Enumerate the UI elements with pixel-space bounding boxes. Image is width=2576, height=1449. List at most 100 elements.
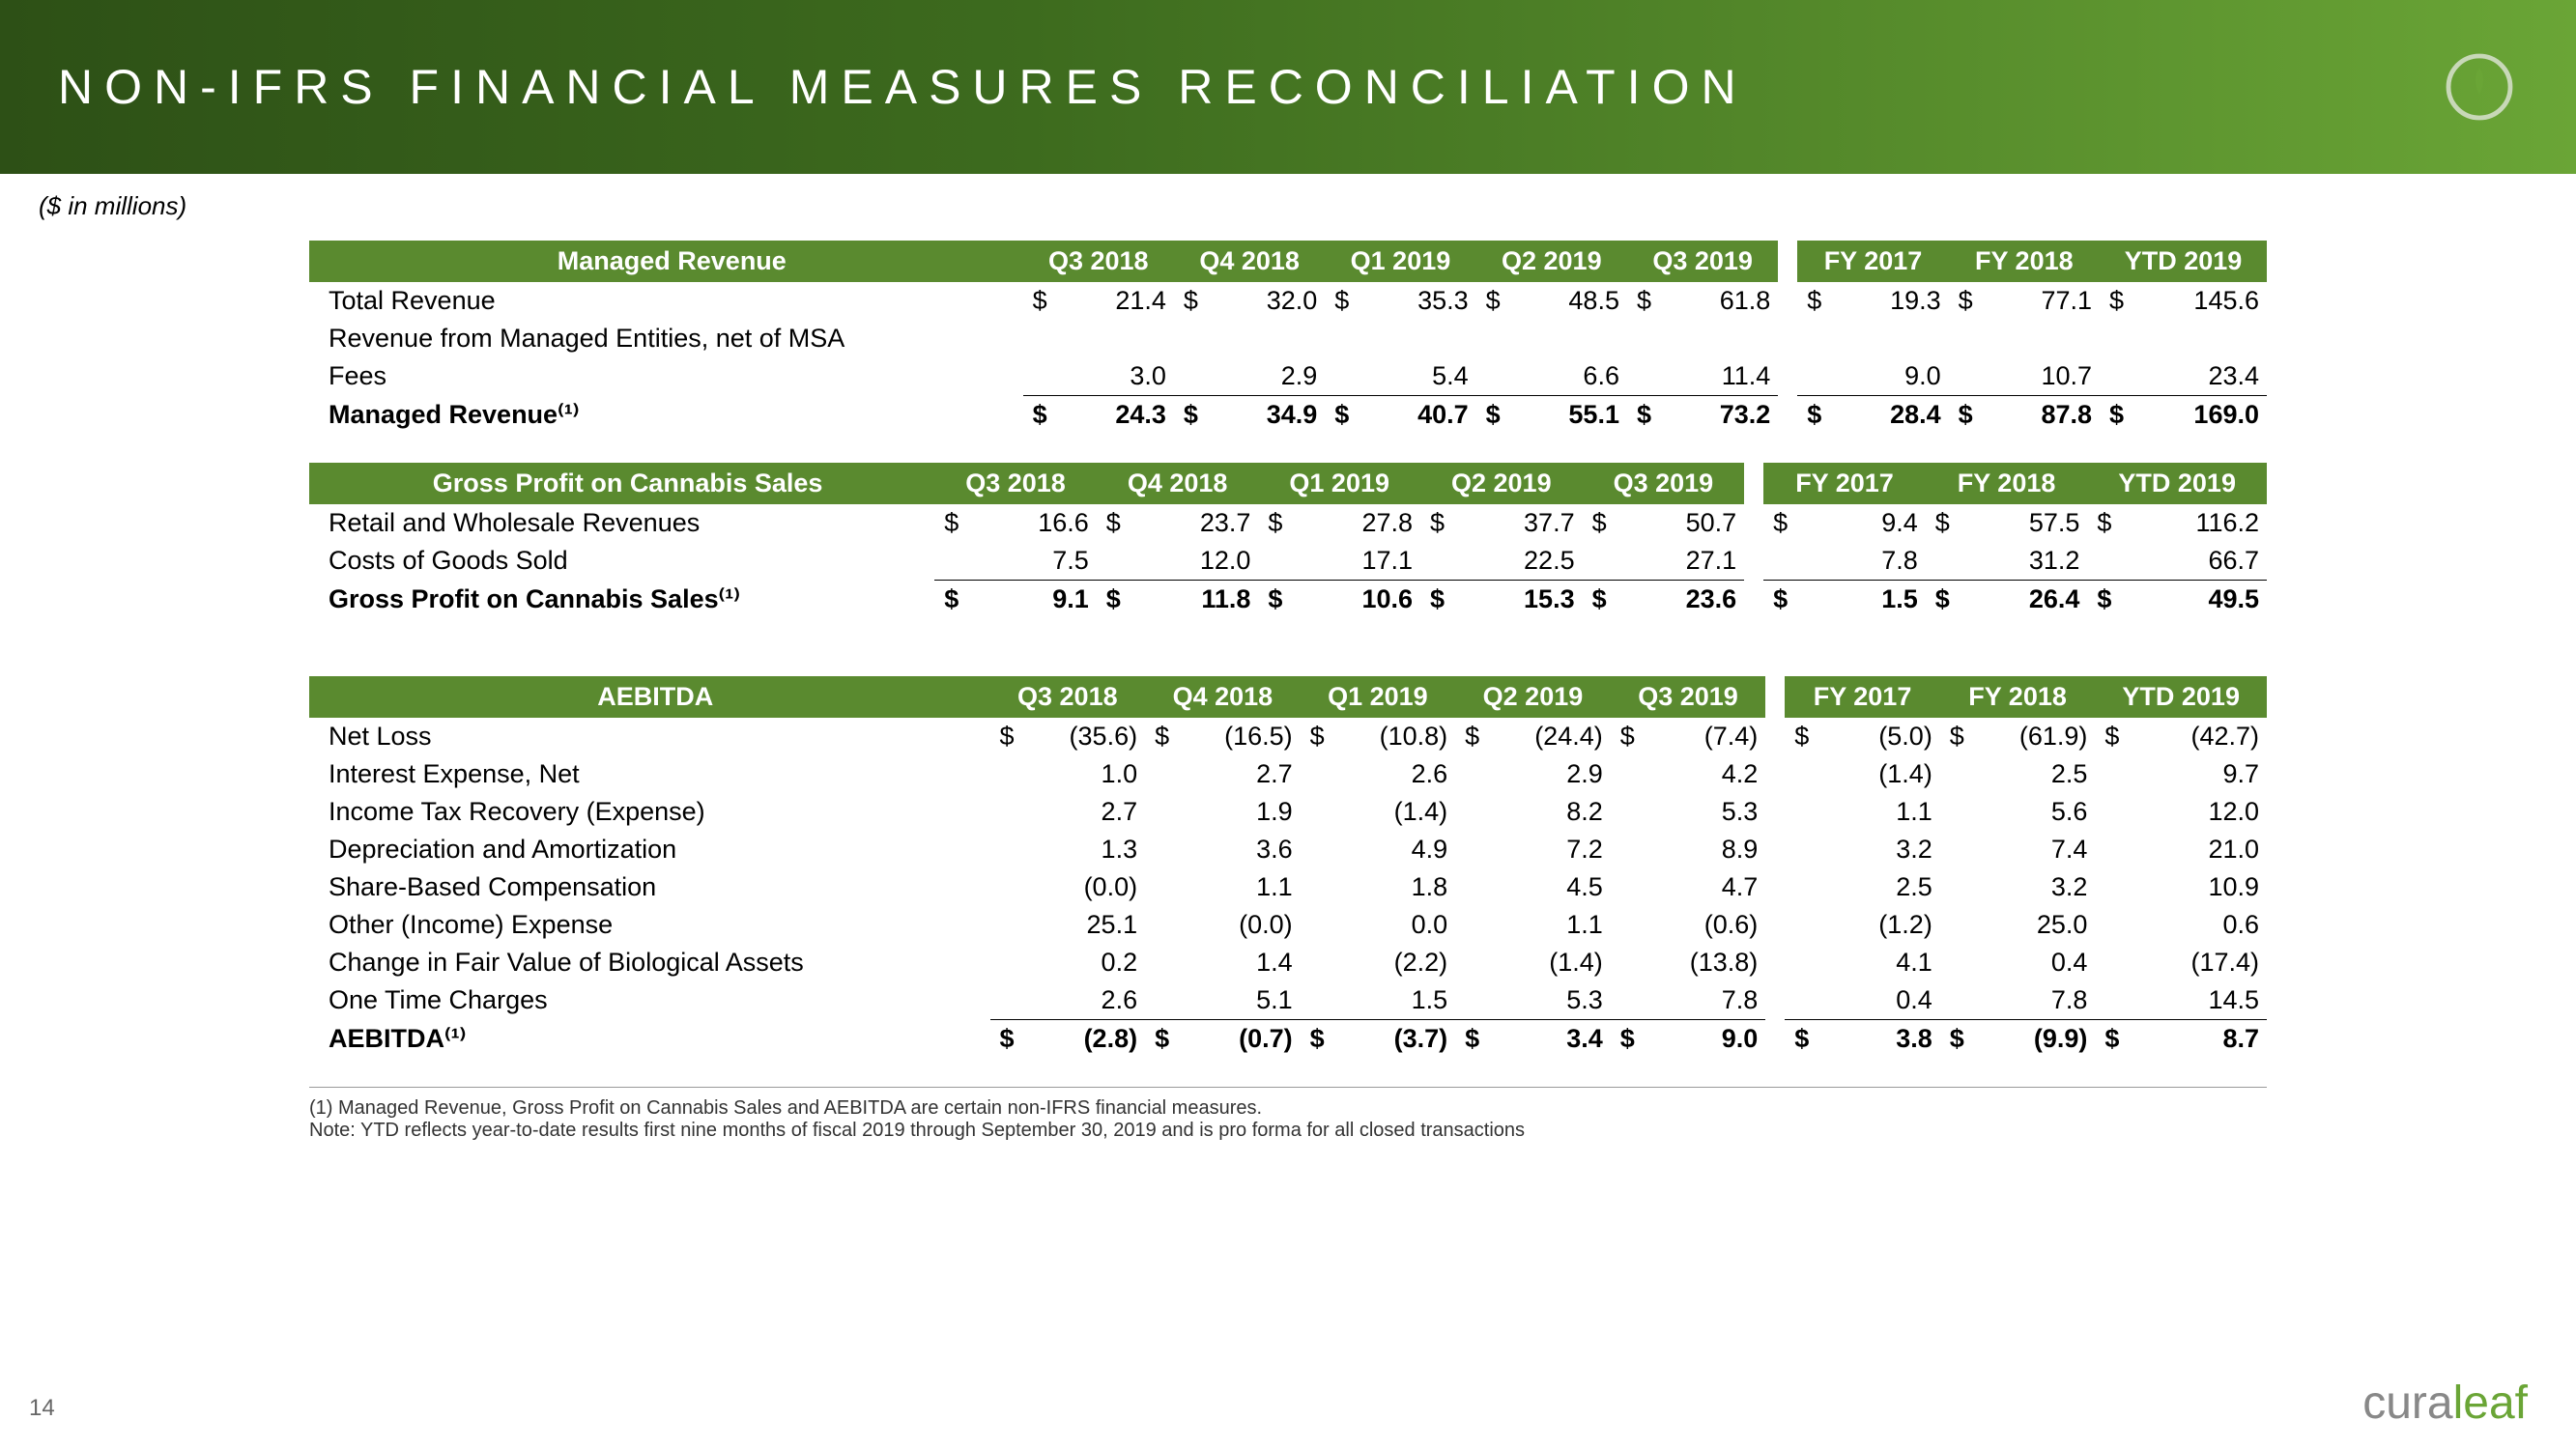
dollar-sign	[990, 944, 1015, 981]
dollar-sign	[1476, 357, 1501, 396]
data-cell: (42.7)	[2119, 718, 2267, 755]
dollar-sign	[1611, 868, 1635, 906]
period-header: FY 2017	[1785, 676, 1940, 718]
period-header: Q4 2018	[1174, 241, 1325, 282]
dollar-sign	[2095, 831, 2119, 868]
row-label: One Time Charges	[309, 981, 990, 1020]
total-cell: 23.6	[1607, 581, 1745, 619]
dollar-sign: $	[2087, 504, 2111, 542]
dollar-sign: $	[934, 504, 959, 542]
dollar-sign	[1145, 793, 1169, 831]
dollar-sign	[1940, 944, 1964, 981]
data-cell: 23.4	[2124, 357, 2267, 396]
row-label: Change in Fair Value of Biological Asset…	[309, 944, 990, 981]
dollar-sign: $	[1949, 282, 1973, 320]
period-header: Q3 2019	[1583, 463, 1745, 504]
dollar-sign	[1611, 793, 1635, 831]
dollar-sign	[1301, 755, 1325, 793]
dollar-sign: $	[1949, 396, 1973, 435]
brand-logo: curaleaf	[2362, 1377, 2528, 1430]
data-cell: 10.7	[1973, 357, 2100, 396]
data-cell: 7.2	[1479, 831, 1611, 868]
data-cell: 5.6	[1964, 793, 2096, 831]
period-header: Q1 2019	[1325, 241, 1475, 282]
data-cell: 0.2	[1015, 944, 1146, 981]
period-header: Q3 2018	[934, 463, 1097, 504]
row-label: Costs of Goods Sold	[309, 542, 934, 581]
period-header: Q2 2019	[1420, 463, 1583, 504]
data-cell: 21.4	[1047, 282, 1174, 320]
dollar-sign	[934, 542, 959, 581]
dollar-sign	[1611, 981, 1635, 1020]
total-cell: 55.1	[1501, 396, 1627, 435]
total-label: Gross Profit on Cannabis Sales⁽¹⁾	[309, 581, 934, 619]
footnotes: (1) Managed Revenue, Gross Profit on Can…	[309, 1087, 2267, 1142]
period-header: FY 2018	[1949, 241, 2100, 282]
dollar-sign	[1301, 868, 1325, 906]
dollar-sign	[1301, 906, 1325, 944]
data-cell: 4.5	[1479, 868, 1611, 906]
data-cell: (35.6)	[1015, 718, 1146, 755]
data-cell: 23.7	[1121, 504, 1259, 542]
data-cell: 2.9	[1198, 357, 1325, 396]
total-cell: 169.0	[2124, 396, 2267, 435]
dollar-sign: $	[1476, 396, 1501, 435]
data-cell: 9.0	[1821, 357, 1948, 396]
dollar-sign	[1797, 357, 1821, 396]
dollar-sign	[1301, 793, 1325, 831]
data-cell: 57.5	[1950, 504, 2088, 542]
data-cell: (7.4)	[1635, 718, 1766, 755]
dollar-sign: $	[1940, 1020, 1964, 1059]
data-cell: 3.6	[1169, 831, 1301, 868]
dollar-sign	[2095, 981, 2119, 1020]
dollar-sign	[1940, 868, 1964, 906]
dollar-sign: $	[1325, 396, 1349, 435]
period-header: Q2 2019	[1455, 676, 1611, 718]
data-cell: 0.0	[1325, 906, 1456, 944]
data-cell: 3.2	[1809, 831, 1940, 868]
data-cell: 17.1	[1282, 542, 1420, 581]
dollar-sign: $	[1301, 1020, 1325, 1059]
dollar-sign: $	[1763, 504, 1788, 542]
dollar-sign	[2095, 793, 2119, 831]
dollar-sign: $	[1325, 282, 1349, 320]
period-header: Q3 2018	[990, 676, 1146, 718]
period-header: Q4 2018	[1145, 676, 1301, 718]
data-cell: 6.6	[1501, 357, 1627, 396]
data-cell: 7.4	[1964, 831, 2096, 868]
data-cell: (16.5)	[1169, 718, 1301, 755]
dollar-sign	[990, 793, 1015, 831]
data-cell: 2.7	[1169, 755, 1301, 793]
data-cell: (13.8)	[1635, 944, 1766, 981]
total-cell: (9.9)	[1964, 1020, 2096, 1059]
data-cell: 12.0	[1121, 542, 1259, 581]
data-cell: 27.1	[1607, 542, 1745, 581]
dollar-sign: $	[1926, 504, 1950, 542]
data-cell: 10.9	[2119, 868, 2267, 906]
dollar-sign	[990, 831, 1015, 868]
dollar-sign	[990, 981, 1015, 1020]
dollar-sign	[1455, 944, 1479, 981]
gross-profit-table: Gross Profit on Cannabis SalesQ3 2018Q4 …	[309, 463, 2267, 618]
row-label: Fees	[309, 357, 1023, 396]
page-number: 14	[29, 1395, 55, 1422]
dollar-sign: $	[1258, 504, 1282, 542]
dollar-sign: $	[1476, 282, 1501, 320]
dollar-sign	[1420, 542, 1445, 581]
dollar-sign: $	[1420, 504, 1445, 542]
dollar-sign	[1785, 755, 1809, 793]
dollar-sign	[1258, 542, 1282, 581]
data-cell: (24.4)	[1479, 718, 1611, 755]
dollar-sign: $	[1763, 581, 1788, 619]
data-cell: 1.1	[1479, 906, 1611, 944]
period-header: Q3 2019	[1627, 241, 1778, 282]
dollar-sign: $	[1174, 282, 1198, 320]
data-cell: 7.8	[1635, 981, 1766, 1020]
total-cell: 87.8	[1973, 396, 2100, 435]
data-cell: 25.0	[1964, 906, 2096, 944]
dollar-sign	[1611, 906, 1635, 944]
dollar-sign	[2100, 357, 2124, 396]
dollar-sign: $	[2095, 1020, 2119, 1059]
data-cell: 1.5	[1325, 981, 1456, 1020]
dollar-sign	[1145, 906, 1169, 944]
